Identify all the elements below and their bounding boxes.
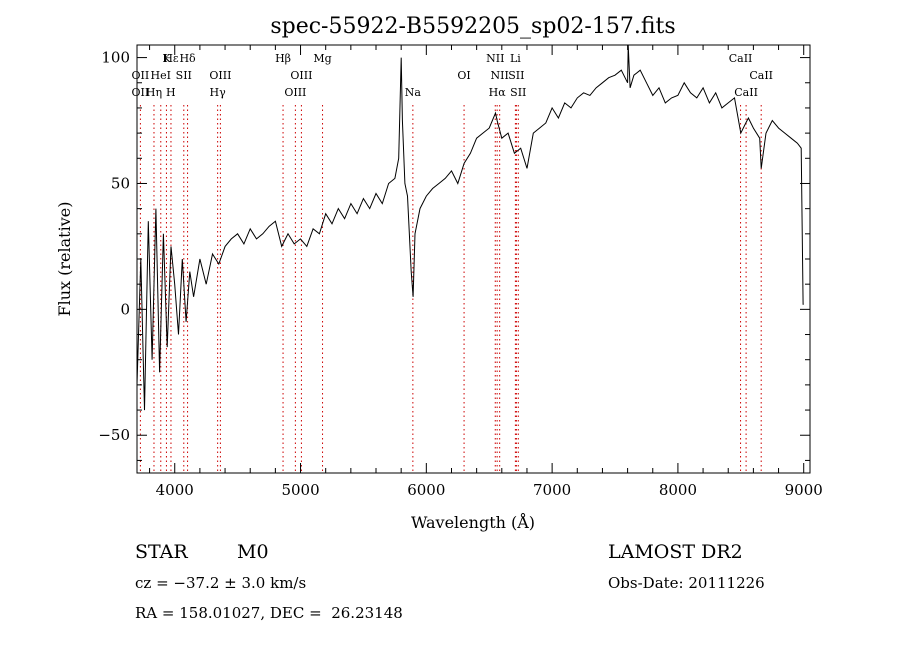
observation-date: Obs-Date: 20111226	[608, 574, 765, 592]
line-marker-label: OIII	[290, 69, 312, 82]
line-marker-label: HeI	[151, 69, 171, 82]
line-marker-label: OII	[132, 69, 150, 82]
chart-title: spec-55922-B5592205_sp02-157.fits	[270, 14, 675, 39]
line-marker-label: Mg	[313, 52, 331, 65]
line-marker-label: Hδ	[179, 52, 196, 65]
line-marker-label: CaII	[749, 69, 773, 82]
axis-ticks: 4000 5000 6000 7000 8000 9000 −50 0 50 100	[98, 45, 823, 499]
line-marker-label: NII	[486, 52, 504, 65]
object-class: STAR	[135, 541, 188, 563]
x-axis-label: Wavelength (Å)	[411, 512, 535, 532]
line-marker-label: SII	[176, 69, 192, 82]
line-marker-label: OIII	[209, 69, 231, 82]
x-tick-label: 5000	[281, 481, 319, 499]
x-tick-label: 6000	[407, 481, 445, 499]
y-tick-label: 0	[120, 300, 130, 318]
survey-name: LAMOST DR2	[608, 541, 743, 563]
line-marker-label: Hβ	[275, 52, 291, 65]
x-tick-label: 8000	[659, 481, 697, 499]
line-marker-label: OII	[132, 86, 150, 99]
plot-frame	[136, 44, 811, 474]
line-markers	[139, 105, 762, 473]
y-tick-label: 100	[101, 49, 130, 67]
x-tick-label: 4000	[156, 481, 194, 499]
line-marker-label: H	[166, 86, 176, 99]
line-marker-label: SII	[510, 86, 526, 99]
y-tick-label: 50	[111, 174, 130, 192]
spectrum-line	[136, 44, 804, 411]
y-axis-label: Flux (relative)	[55, 202, 74, 317]
line-marker-label: Hγ	[210, 86, 227, 99]
line-marker-label: OI	[457, 69, 470, 82]
line-marker-label: SII	[508, 69, 524, 82]
y-tick-label: −50	[98, 426, 130, 444]
coordinates: RA = 158.01027, DEC = 26.23148	[135, 604, 403, 622]
line-marker-label: NII	[491, 69, 509, 82]
line-marker-label: Hε	[163, 52, 179, 65]
line-marker-label: OIII	[284, 86, 306, 99]
line-marker-label: Hα	[489, 86, 507, 99]
x-tick-label: 7000	[533, 481, 571, 499]
line-marker-label: CaII	[729, 52, 753, 65]
line-marker-label: Li	[510, 52, 521, 65]
redshift-velocity: cz = −37.2 ± 3.0 km/s	[135, 574, 307, 592]
line-marker-label: Na	[405, 86, 422, 99]
line-marker-label: Hη	[146, 86, 162, 99]
x-tick-label: 9000	[785, 481, 823, 499]
object-subclass: M0	[237, 541, 269, 563]
line-marker-label: CaII	[734, 86, 758, 99]
line-marker-label: K	[162, 52, 171, 65]
